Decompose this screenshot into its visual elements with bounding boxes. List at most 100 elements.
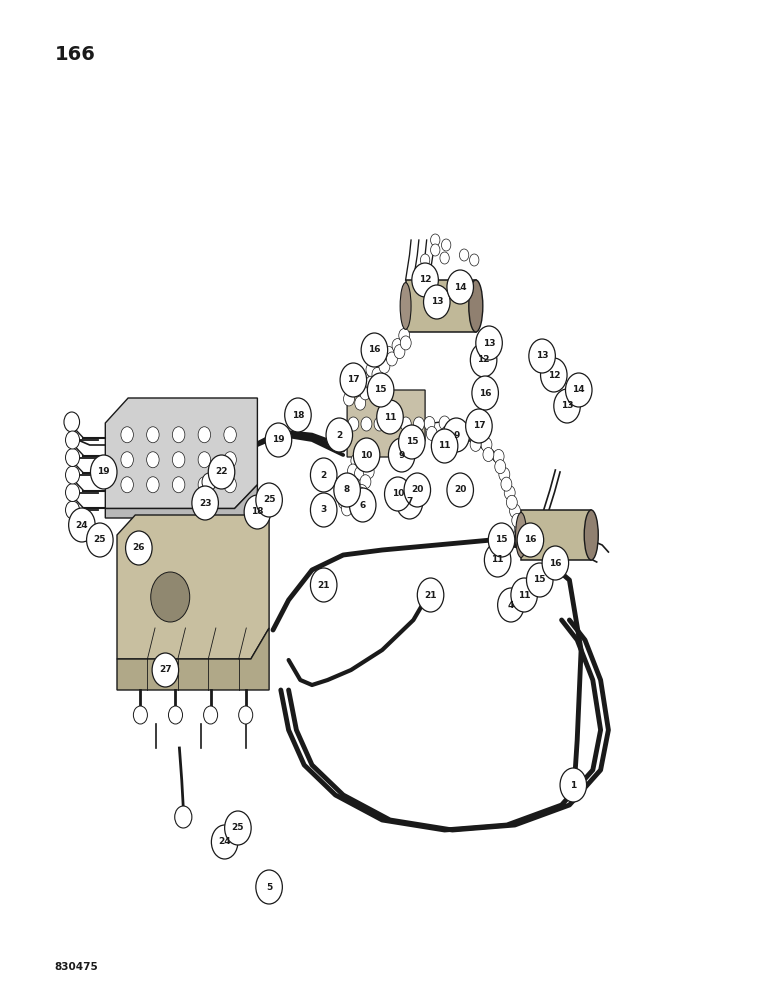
- Circle shape: [387, 417, 398, 431]
- Polygon shape: [347, 390, 425, 457]
- Circle shape: [360, 475, 371, 489]
- Text: 5: 5: [266, 882, 272, 892]
- Text: 15: 15: [406, 438, 418, 446]
- Circle shape: [400, 417, 411, 431]
- Circle shape: [341, 485, 352, 499]
- Circle shape: [493, 449, 504, 463]
- Circle shape: [499, 467, 510, 481]
- Circle shape: [470, 254, 479, 266]
- Circle shape: [343, 392, 354, 406]
- Circle shape: [310, 458, 337, 492]
- Circle shape: [256, 483, 282, 517]
- Circle shape: [172, 452, 185, 468]
- Circle shape: [440, 252, 449, 264]
- Circle shape: [447, 473, 473, 507]
- Circle shape: [420, 254, 430, 266]
- Circle shape: [66, 484, 80, 502]
- Circle shape: [541, 358, 567, 392]
- Text: 21: 21: [317, 580, 330, 589]
- Circle shape: [402, 482, 412, 494]
- Circle shape: [361, 417, 372, 431]
- Circle shape: [224, 427, 236, 443]
- Circle shape: [348, 464, 359, 478]
- Text: 12: 12: [477, 356, 490, 364]
- Circle shape: [225, 811, 251, 845]
- Circle shape: [192, 486, 218, 520]
- Text: 15: 15: [374, 385, 387, 394]
- Circle shape: [353, 494, 363, 508]
- Ellipse shape: [516, 512, 526, 558]
- Circle shape: [470, 343, 497, 377]
- Circle shape: [560, 768, 587, 802]
- Circle shape: [356, 487, 365, 499]
- Circle shape: [310, 568, 337, 602]
- Circle shape: [394, 345, 405, 359]
- Polygon shape: [105, 398, 257, 508]
- Circle shape: [417, 578, 444, 612]
- Circle shape: [367, 455, 378, 469]
- Ellipse shape: [469, 280, 483, 332]
- Circle shape: [441, 426, 452, 440]
- Polygon shape: [406, 280, 476, 332]
- Circle shape: [514, 523, 525, 537]
- Circle shape: [361, 333, 388, 367]
- Circle shape: [147, 427, 159, 443]
- Text: 27: 27: [159, 666, 172, 674]
- Circle shape: [484, 543, 511, 577]
- Circle shape: [358, 371, 369, 385]
- Circle shape: [363, 465, 374, 479]
- Circle shape: [360, 386, 370, 400]
- Text: 17: 17: [473, 422, 485, 430]
- Circle shape: [121, 427, 133, 443]
- Text: 11: 11: [438, 442, 451, 450]
- Circle shape: [459, 249, 469, 261]
- Text: 9: 9: [453, 430, 459, 440]
- Circle shape: [481, 438, 492, 452]
- Ellipse shape: [584, 510, 598, 560]
- Circle shape: [355, 466, 366, 480]
- Circle shape: [265, 423, 292, 457]
- Circle shape: [466, 409, 492, 443]
- Circle shape: [340, 363, 367, 397]
- Text: 15: 15: [534, 576, 546, 584]
- Circle shape: [443, 418, 470, 452]
- Text: 13: 13: [561, 401, 573, 410]
- Text: 2: 2: [321, 471, 327, 480]
- Circle shape: [542, 546, 569, 580]
- Circle shape: [363, 490, 373, 502]
- Circle shape: [172, 477, 185, 493]
- Text: 6: 6: [360, 500, 366, 510]
- Text: 25: 25: [94, 536, 106, 544]
- Circle shape: [204, 706, 218, 724]
- Circle shape: [344, 474, 355, 488]
- Circle shape: [87, 523, 113, 557]
- Circle shape: [554, 389, 580, 423]
- Circle shape: [470, 437, 481, 451]
- Text: 21: 21: [424, 590, 437, 599]
- Circle shape: [413, 417, 424, 431]
- Circle shape: [424, 416, 435, 430]
- Circle shape: [388, 438, 415, 472]
- Circle shape: [168, 706, 183, 724]
- Circle shape: [121, 452, 133, 468]
- Circle shape: [431, 429, 458, 463]
- Circle shape: [404, 473, 431, 507]
- Circle shape: [202, 473, 216, 491]
- Circle shape: [476, 326, 502, 360]
- Circle shape: [152, 653, 179, 687]
- Circle shape: [349, 488, 376, 522]
- Circle shape: [427, 426, 438, 440]
- Circle shape: [208, 455, 235, 489]
- Text: 7: 7: [406, 497, 413, 506]
- Text: 20: 20: [411, 486, 424, 494]
- Circle shape: [339, 495, 349, 509]
- Circle shape: [133, 706, 147, 724]
- Circle shape: [374, 417, 385, 431]
- Text: 4: 4: [508, 600, 514, 609]
- Text: 11: 11: [491, 556, 504, 564]
- Circle shape: [379, 359, 390, 373]
- Circle shape: [385, 477, 411, 511]
- Circle shape: [356, 485, 367, 499]
- Circle shape: [501, 477, 512, 491]
- Circle shape: [377, 400, 403, 434]
